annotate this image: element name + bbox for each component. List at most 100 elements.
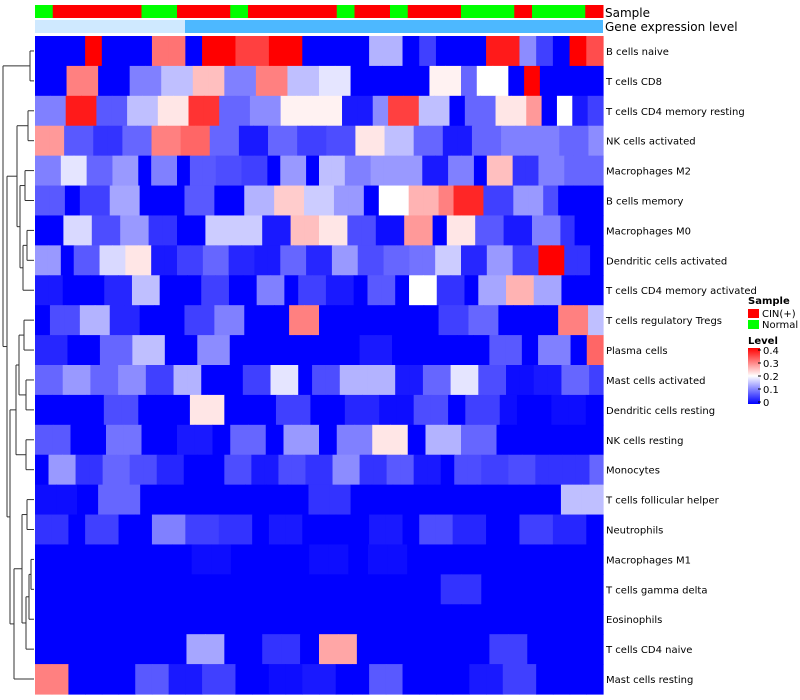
heatmap-cell: [332, 454, 347, 486]
heatmap-cell: [75, 604, 97, 635]
heatmap-cell: [378, 185, 395, 217]
heatmap-cell: [287, 484, 310, 516]
sample-annotation-cell: [461, 5, 480, 18]
heatmap-cell: [535, 454, 550, 486]
heatmap-cell: [467, 454, 482, 486]
heatmap-cell: [85, 36, 103, 67]
heatmap-cell: [492, 365, 507, 396]
heatmap-cell: [265, 424, 285, 456]
heatmap-cell: [79, 305, 96, 336]
heatmap-cell: [64, 305, 81, 336]
heatmap-cell: [534, 394, 552, 426]
heatmap-cell: [48, 454, 63, 486]
heatmap-cell: [393, 185, 410, 217]
heatmap-cell: [503, 215, 519, 246]
heatmap-cell: [156, 454, 171, 486]
heatmap-cell: [110, 634, 131, 665]
heatmap-cell: [173, 95, 190, 127]
heatmap-cell: [473, 335, 490, 366]
heatmap-cell: [267, 155, 281, 187]
heatmap-cell: [132, 335, 150, 366]
heatmap-cell: [77, 484, 99, 516]
heatmap-cell: [250, 544, 271, 575]
heatmap-cell: [134, 215, 150, 246]
heatmap-cell: [370, 155, 385, 187]
heatmap-cell: [451, 634, 472, 665]
heatmap-cell: [310, 335, 328, 366]
heatmap-cell: [148, 335, 166, 366]
heatmap-cell: [241, 245, 256, 276]
heatmap-cell: [177, 604, 198, 635]
heatmap-cell: [506, 365, 521, 396]
heatmap-cell: [434, 95, 451, 127]
heatmap-cell: [214, 305, 230, 336]
heatmap-cell: [194, 424, 214, 456]
heatmap-cell: [95, 574, 117, 605]
heatmap-cell: [91, 634, 112, 665]
heatmap-cell: [235, 36, 253, 67]
heatmap-cell: [151, 514, 170, 546]
heatmap-cell: [156, 604, 178, 635]
heatmap-cell: [234, 95, 251, 127]
heatmap-cell: [361, 215, 377, 246]
row-label: Mast cells activated: [606, 376, 705, 387]
heatmap-cell: [278, 574, 300, 605]
heatmap-cell: [116, 335, 133, 366]
heatmap-cell: [185, 36, 203, 67]
heatmap-cell: [230, 544, 252, 575]
heatmap-cell: [102, 454, 117, 486]
heatmap-cell: [35, 95, 51, 127]
heatmap-cell: [73, 245, 88, 276]
heatmap-cell: [280, 155, 294, 187]
heatmap-cell: [278, 604, 300, 635]
heatmap-cell: [518, 484, 541, 516]
heatmap-cell: [382, 65, 399, 97]
row-label: Eosinophils: [606, 615, 662, 626]
heatmap-cell: [35, 394, 53, 426]
heatmap-cell: [384, 125, 400, 157]
heatmap-cell: [489, 335, 507, 366]
sample-annotation-cell: [478, 5, 497, 18]
heatmap-cell: [572, 95, 589, 127]
heatmap-cell: [157, 95, 174, 127]
heatmap-cell: [254, 155, 268, 187]
heatmap-cell: [586, 36, 604, 67]
heatmap-cell: [448, 155, 462, 187]
heatmap-cell: [352, 514, 370, 546]
heatmap-cell: [533, 275, 549, 306]
heatmap-cell: [274, 305, 290, 336]
heatmap-cell: [356, 634, 377, 665]
heatmap-cell: [278, 335, 296, 366]
heatmap-cell: [258, 394, 277, 426]
heatmap-cell: [375, 634, 396, 665]
heatmap-cell: [304, 215, 320, 246]
heatmap-cell: [132, 544, 154, 575]
heatmap-cell: [327, 335, 344, 366]
heatmap-cell: [442, 125, 458, 157]
heatmap-cell: [562, 604, 584, 635]
heatmap-cell: [159, 275, 175, 306]
heatmap-cell: [408, 185, 425, 217]
heatmap-cell: [413, 484, 436, 516]
heatmap-cell: [88, 424, 107, 456]
heatmap-cell: [352, 664, 370, 695]
heatmap-cell: [589, 365, 604, 396]
heatmap-cell: [413, 394, 432, 426]
heatmap-cell: [558, 305, 574, 336]
row-label: NK cells activated: [606, 137, 696, 148]
heatmap-cell: [237, 574, 259, 605]
heatmap-cell: [145, 275, 161, 306]
heatmap-cell: [563, 544, 585, 575]
heatmap-cell: [461, 215, 476, 246]
legend-level-tick-label: 0: [763, 398, 769, 409]
heatmap-cell: [549, 424, 569, 456]
heatmap-cell: [159, 424, 178, 456]
heatmap-cell: [369, 36, 387, 67]
heatmap-cell: [525, 245, 540, 276]
heatmap-cell: [168, 664, 186, 695]
heatmap-cell: [218, 664, 237, 695]
heatmap-cell: [573, 125, 590, 157]
heatmap-cell: [187, 275, 202, 306]
heatmap-cell: [79, 185, 96, 217]
heatmap-cell: [485, 544, 506, 575]
